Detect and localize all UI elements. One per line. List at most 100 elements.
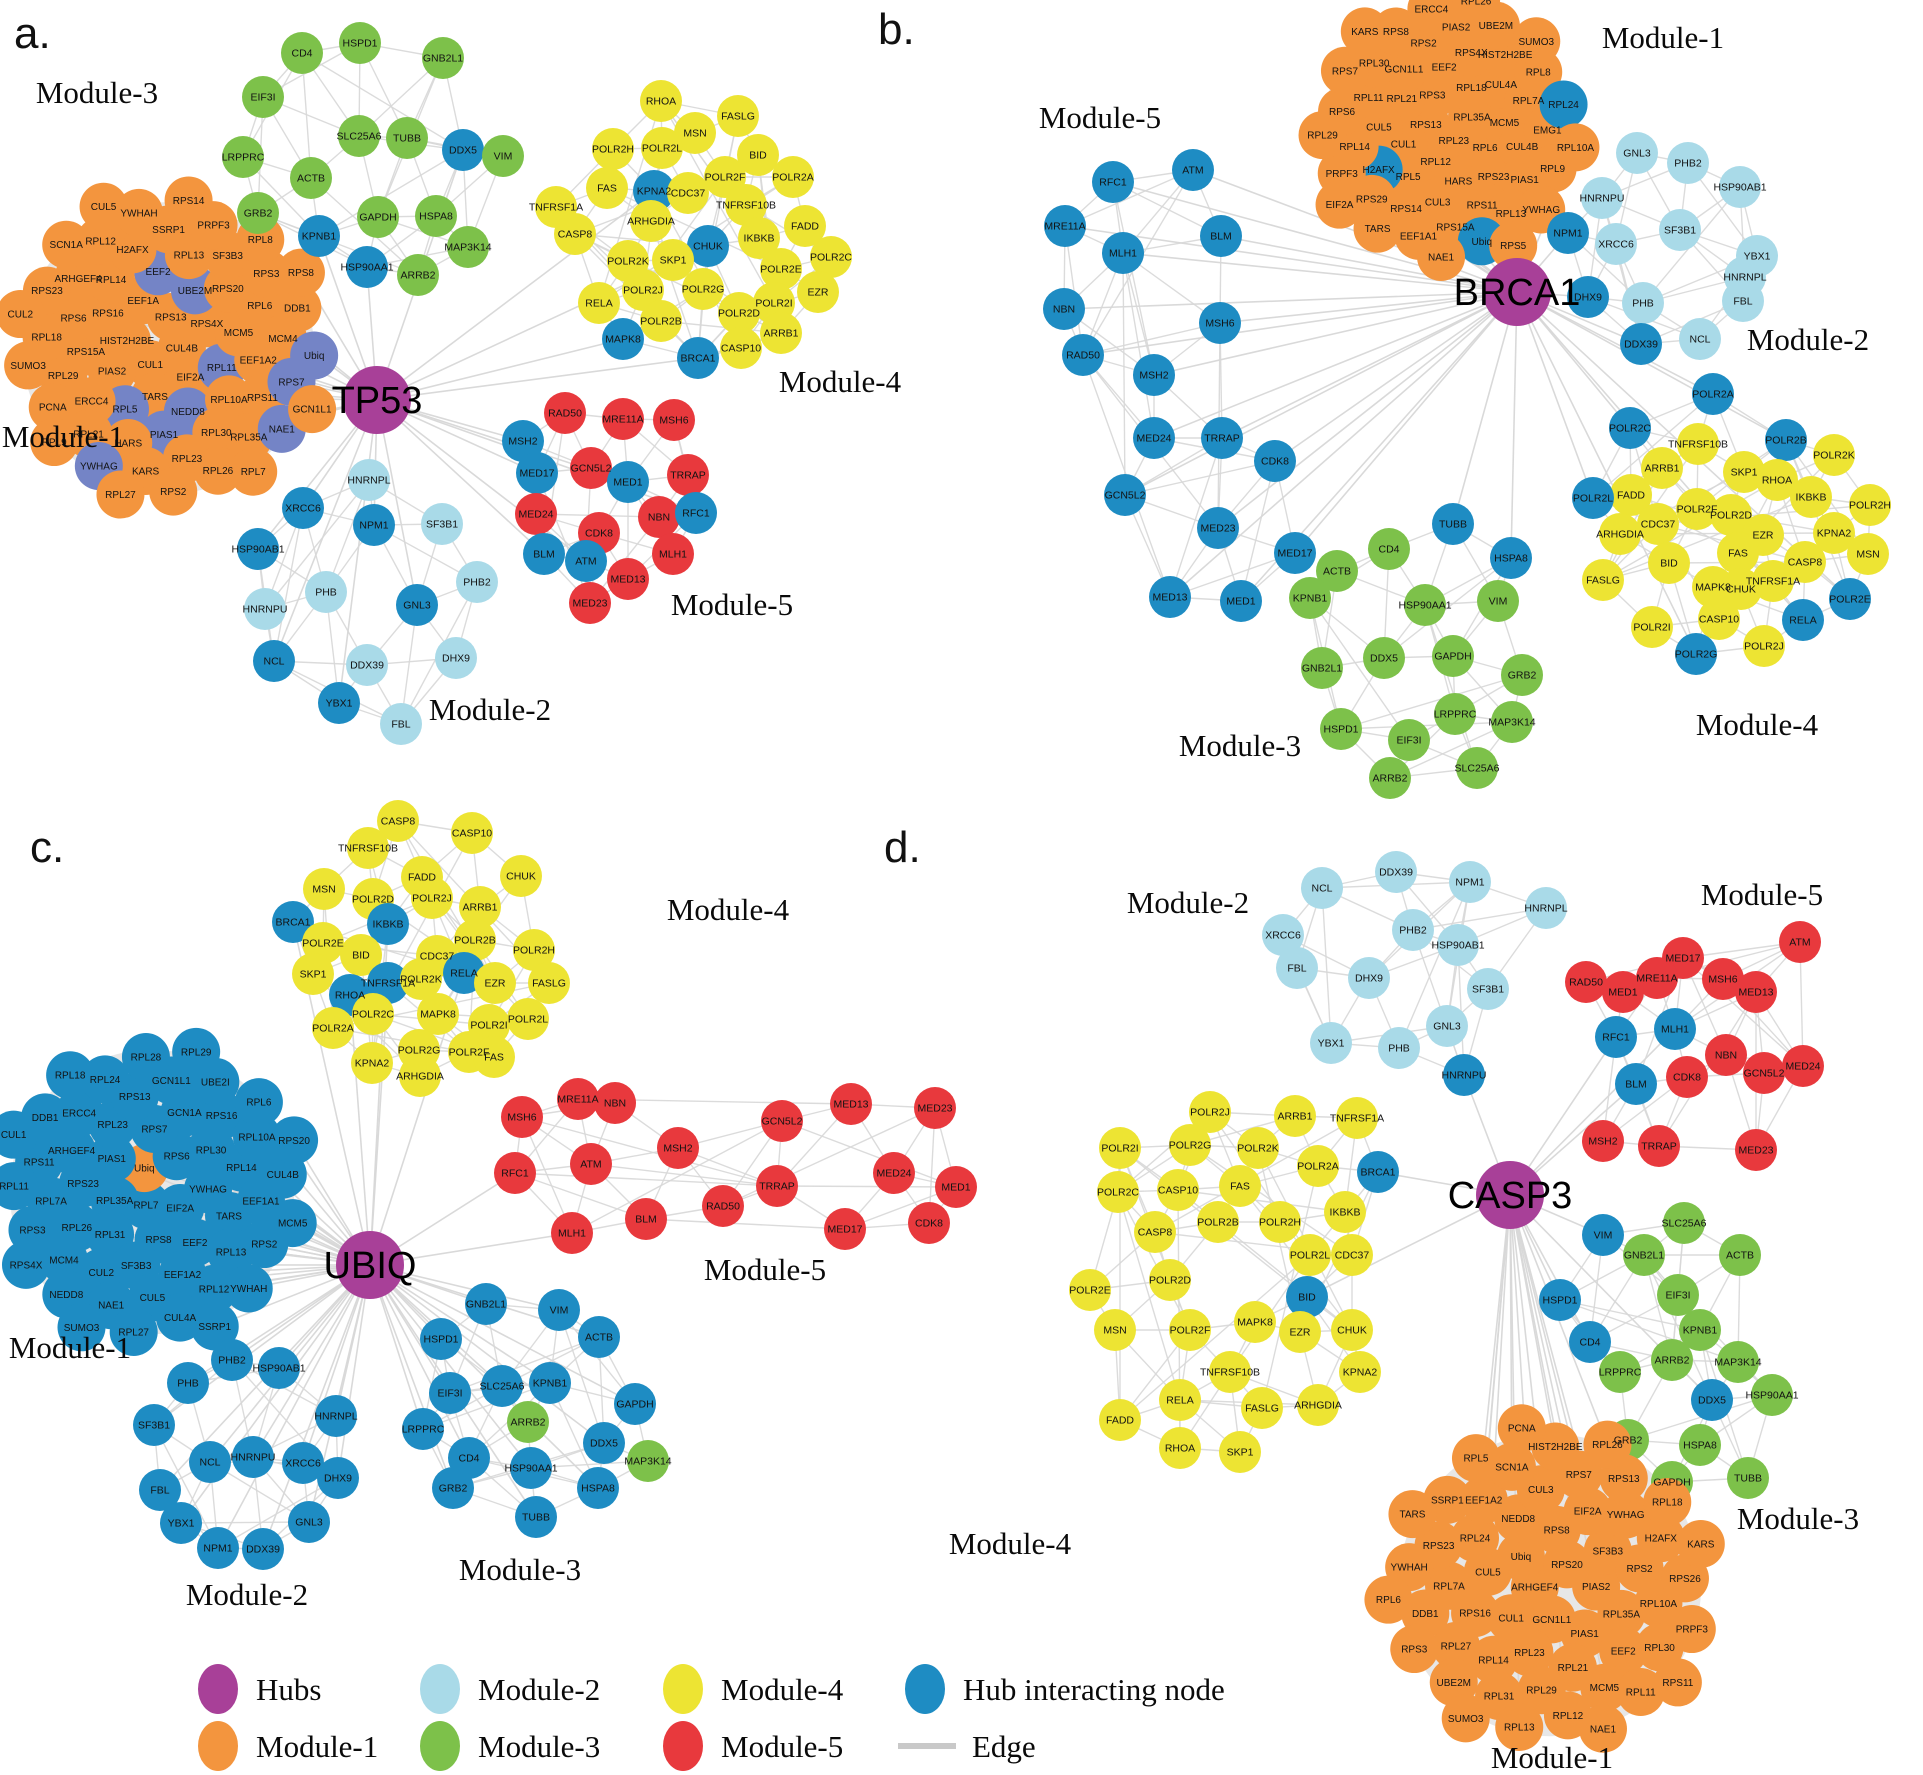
node-DDX5 [442,129,484,171]
edge [1169,437,1223,598]
node-EIF2A [1563,1487,1612,1536]
node-label: SCN1A [1495,1462,1529,1473]
node-label: YWHAG [80,462,118,473]
node-label: CASP10 [452,828,492,840]
panel-letter: b. [878,5,915,54]
node-label: ACTB [1323,566,1351,578]
edge [645,1218,846,1230]
node-HNRNPU [1443,1054,1485,1096]
node-label: GNB2L1 [1302,663,1342,675]
node-label: SLC25A6 [480,1381,525,1393]
node-label: SLC25A6 [1455,763,1500,775]
legend-label: Hubs [256,1672,321,1707]
legend: Hubs Module-2 Module-4 Hub interacting node… [198,1664,1225,1771]
node-MSH2 [1582,1120,1624,1162]
node-RPL9 [30,418,79,467]
node-label: PRPF3 [1326,169,1359,180]
hub-edge [338,399,378,704]
module-label-module-3: Module-3 [1179,728,1301,763]
node-label: BLM [533,549,555,561]
node-label: MSN [1103,1325,1126,1337]
node-label: ARRB2 [400,270,435,282]
node-label: KPNA2 [1817,528,1852,540]
node-KPNB1 [1289,577,1331,619]
node-IKBKB [1790,476,1832,518]
node-POLR2L [1289,1234,1331,1276]
edge [1592,393,1714,499]
node-label: CDK8 [915,1218,943,1230]
node-label: CDK8 [1673,1072,1701,1084]
node-MAPK8 [1234,1301,1276,1343]
node-label: POLR2C [352,1009,394,1021]
node-RPL27 [109,1307,158,1356]
node-label: RPL9 [1540,164,1565,175]
node-label: DDX5 [590,1438,618,1450]
node-FBL [380,703,422,745]
node-EZR [1279,1311,1321,1353]
node-label: RPS3 [19,1225,46,1236]
node-label: TRRAP [1204,433,1240,445]
node-MED1 [1220,580,1262,622]
hub-edge [1516,291,1594,499]
node-POLR2K [1237,1127,1279,1169]
node-label: POLR2D [352,894,394,906]
edge [1064,169,1194,227]
node-label: EZR [485,978,506,990]
node-label: DDX5 [1698,1395,1726,1407]
node-label: RPL6 [1473,143,1498,154]
node-label: KPNA2 [1343,1367,1378,1379]
node-label: FAS [484,1052,504,1064]
node-label: EEF2 [1611,1647,1636,1658]
node-label: ATM [1789,937,1810,949]
node-MED23 [1735,1129,1777,1171]
node-CHUK [500,855,542,897]
node-TUBB [386,117,428,159]
node-label: RPS7 [278,377,305,388]
node-CD4 [1368,528,1410,570]
node-label: BLM [635,1214,657,1226]
node-label: RPL11 [0,1182,29,1193]
node-label: MLH1 [1109,248,1137,260]
node-label: RFC1 [682,508,710,520]
node-label: RPL27 [118,1327,149,1338]
node-GNL3 [288,1501,330,1543]
edge [264,479,370,610]
node-KPNB1 [529,1362,571,1404]
node-label: KPNB1 [1293,593,1328,605]
node-label: HNRNPU [1442,1070,1487,1082]
node-label: DHX9 [442,653,470,665]
node-label: RPS4X [10,1260,43,1271]
node-label: CD4 [1579,1337,1600,1349]
node-label: NBN [604,1098,626,1110]
node-label: POLR2L [1290,1250,1330,1262]
edge [650,220,699,359]
node-label: RPL7A [1513,96,1545,107]
node-label: MSN [683,128,706,140]
node-DHX9 [1567,276,1609,318]
hub-edge [273,399,378,662]
node-label: SLC25A6 [1662,1218,1707,1230]
node-label: SKP1 [1731,467,1758,479]
node-label: BID [352,950,370,962]
node-NPM1 [1547,212,1589,254]
node-label: MCM5 [1490,118,1520,129]
edge [1240,460,1276,602]
labels: NCL DDX39 NPM1 HNRNPL XRCC6 PHB2 HSP90AB1 FBL DH… [884,823,1859,1775]
node-label: RPS16 [92,309,124,320]
node-label: MED24 [1136,433,1171,445]
node-label: MAPK8 [605,334,641,346]
node-label: RHOA [1165,1443,1195,1455]
node-GNL3 [396,584,438,626]
node-GCN5L2 [1104,474,1146,516]
node-VIM [482,135,524,177]
node-FASLG [1582,559,1624,601]
hub-edge [1306,1194,1511,1298]
node-HSP90AB1 [1719,166,1761,208]
node-label: RPL24 [1548,100,1579,111]
node-label: HSP90AB1 [1713,182,1766,194]
node-ARHGDIA [399,1055,441,1097]
node-label: MAP3K14 [624,1456,671,1468]
node-CASP10 [720,327,762,369]
hub-edge [1124,291,1518,496]
node-label: ARHGDIA [627,216,675,228]
